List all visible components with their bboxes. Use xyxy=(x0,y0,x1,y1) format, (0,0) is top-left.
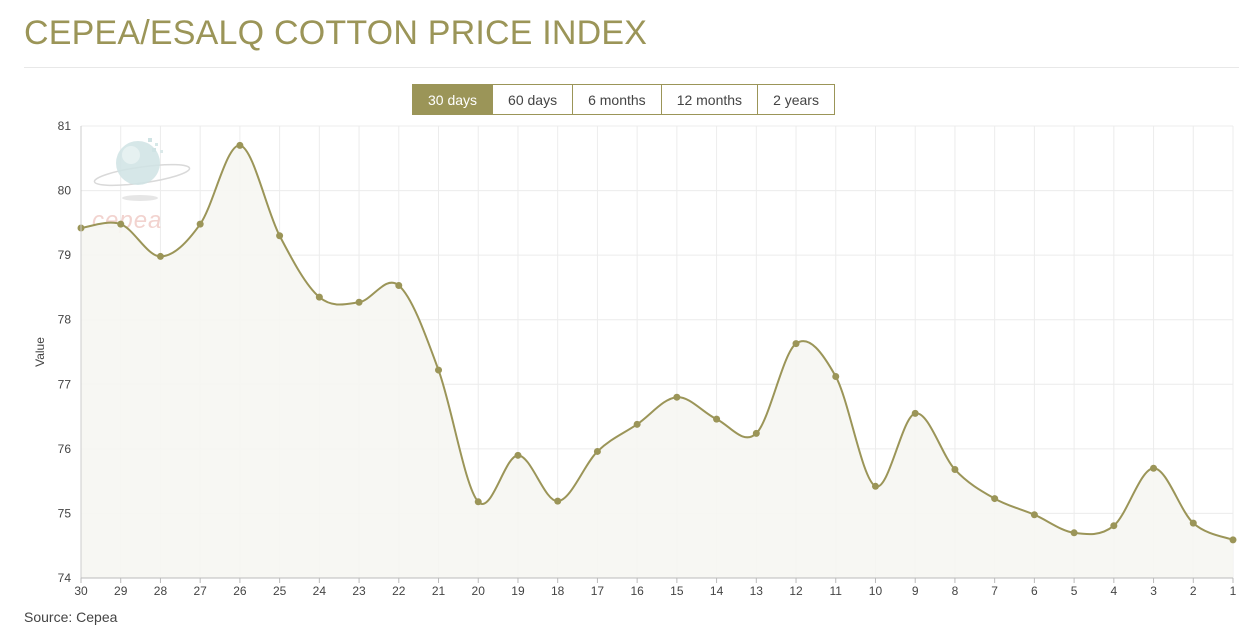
x-tick-label: 4 xyxy=(1110,584,1117,598)
chart-points xyxy=(77,141,1237,544)
data-point-16[interactable] xyxy=(633,420,641,428)
x-tick-label: 3 xyxy=(1150,584,1157,598)
data-point-9[interactable] xyxy=(911,409,919,417)
data-point-4[interactable] xyxy=(1110,522,1118,530)
x-tick-label: 23 xyxy=(352,584,366,598)
page-title: CEPEA/ESALQ COTTON PRICE INDEX xyxy=(24,14,648,52)
x-tick-label: 29 xyxy=(114,584,128,598)
x-tick-label: 13 xyxy=(750,584,764,598)
x-tick-label: 2 xyxy=(1190,584,1197,598)
x-tick-label: 9 xyxy=(912,584,919,598)
x-tick-label: 5 xyxy=(1071,584,1078,598)
data-point-14[interactable] xyxy=(713,415,721,423)
data-point-21[interactable] xyxy=(435,366,443,374)
range-12-months-button[interactable]: 12 months xyxy=(661,84,759,115)
range-2-years-button[interactable]: 2 years xyxy=(758,84,835,115)
x-tick-label: 25 xyxy=(273,584,287,598)
data-point-3[interactable] xyxy=(1150,464,1158,472)
data-point-20[interactable] xyxy=(474,498,482,506)
data-point-24[interactable] xyxy=(315,293,323,301)
data-point-29[interactable] xyxy=(117,220,125,228)
title-divider xyxy=(24,67,1239,68)
data-point-27[interactable] xyxy=(196,220,204,228)
data-point-18[interactable] xyxy=(554,497,562,505)
y-tick-label: 81 xyxy=(58,119,72,133)
x-tick-label: 14 xyxy=(710,584,724,598)
x-tick-label: 6 xyxy=(1031,584,1038,598)
x-tick-label: 10 xyxy=(869,584,883,598)
x-tick-label: 16 xyxy=(630,584,644,598)
x-tick-label: 11 xyxy=(830,584,843,598)
y-tick-label: 80 xyxy=(58,184,72,198)
x-tick-label: 1 xyxy=(1230,584,1237,598)
y-tick-label: 79 xyxy=(58,248,72,262)
data-point-23[interactable] xyxy=(355,298,363,306)
data-point-22[interactable] xyxy=(395,281,403,289)
x-tick-label: 26 xyxy=(233,584,247,598)
x-tick-label: 17 xyxy=(591,584,605,598)
x-tick-label: 30 xyxy=(74,584,88,598)
x-tick-label: 19 xyxy=(511,584,525,598)
data-point-12[interactable] xyxy=(792,340,800,348)
y-tick-label: 75 xyxy=(58,506,72,520)
data-point-15[interactable] xyxy=(673,393,681,401)
data-point-10[interactable] xyxy=(871,482,879,490)
data-point-2[interactable] xyxy=(1189,519,1197,527)
data-point-8[interactable] xyxy=(951,466,959,474)
data-point-5[interactable] xyxy=(1070,529,1078,537)
x-tick-label: 7 xyxy=(991,584,998,598)
y-tick-label: 74 xyxy=(58,571,72,585)
x-tick-label: 18 xyxy=(551,584,565,598)
series-area xyxy=(81,145,1233,578)
data-point-13[interactable] xyxy=(752,429,760,437)
x-tick-label: 21 xyxy=(432,584,446,598)
range-60-days-button[interactable]: 60 days xyxy=(493,84,574,115)
x-tick-label: 28 xyxy=(154,584,168,598)
x-tick-label: 22 xyxy=(392,584,406,598)
x-tick-label: 8 xyxy=(952,584,959,598)
y-tick-label: 78 xyxy=(58,313,72,327)
data-point-6[interactable] xyxy=(1030,511,1038,519)
x-tick-label: 12 xyxy=(789,584,803,598)
data-point-25[interactable] xyxy=(276,232,284,240)
x-tick-label: 20 xyxy=(472,584,486,598)
x-tick-label: 27 xyxy=(193,584,207,598)
y-tick-label: 76 xyxy=(58,442,72,456)
source-note: Source: Cepea xyxy=(24,609,118,625)
x-tick-label: 24 xyxy=(313,584,327,598)
range-6-months-button[interactable]: 6 months xyxy=(573,84,662,115)
data-point-11[interactable] xyxy=(832,373,840,381)
x-tick-label: 15 xyxy=(670,584,684,598)
data-point-1[interactable] xyxy=(1229,536,1237,544)
y-tick-label: 77 xyxy=(58,377,72,391)
y-axis-label: Value xyxy=(33,337,47,367)
data-point-7[interactable] xyxy=(991,495,999,503)
data-point-19[interactable] xyxy=(514,451,522,459)
data-point-26[interactable] xyxy=(236,141,244,149)
time-range-selector: 30 days 60 days 6 months 12 months 2 yea… xyxy=(412,84,835,115)
range-30-days-button[interactable]: 30 days xyxy=(412,84,494,115)
data-point-28[interactable] xyxy=(156,252,164,260)
data-point-17[interactable] xyxy=(593,447,601,455)
